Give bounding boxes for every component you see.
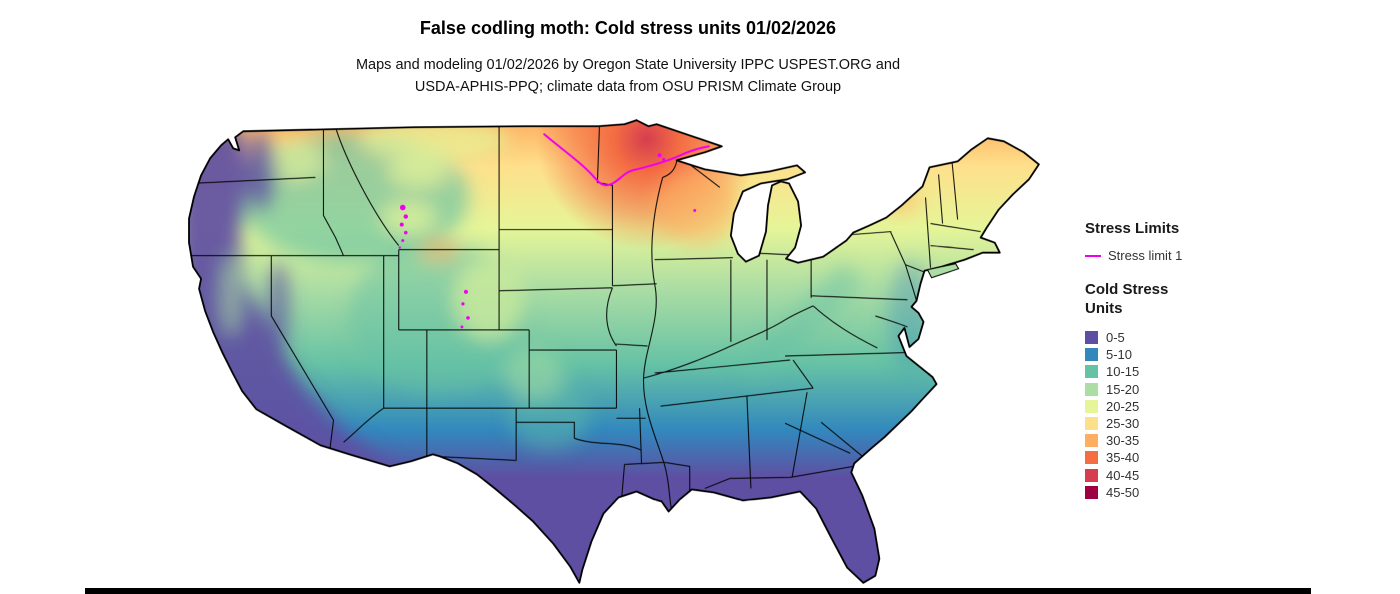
overlay-columbia-basin — [267, 139, 324, 180]
legend-class-label: 30-35 — [1106, 433, 1140, 449]
legend-swatch — [1085, 434, 1098, 448]
legend-classes: 0-5 5-10 10-15 15-20 20-25 25-30 30-35 — [1085, 329, 1255, 501]
us-cold-stress-map — [188, 119, 1040, 584]
legend-class-row: 15-20 — [1085, 381, 1255, 398]
overlay-high-plains — [453, 259, 525, 340]
legend: Stress Limits Stress limit 1 Cold Stress… — [1085, 220, 1255, 501]
legend-swatch — [1085, 331, 1098, 345]
terrain-overlays — [189, 120, 933, 511]
page-title: False codling moth: Cold stress units 01… — [419, 18, 837, 38]
overlay-sierra-nevada — [267, 261, 290, 359]
legend-class-label: 5-10 — [1106, 347, 1133, 363]
legend-class-row: 25-30 — [1085, 415, 1255, 432]
overlay-adirondacks — [882, 185, 919, 214]
legend-class-row: 35-40 — [1085, 449, 1255, 466]
legend-class-row: 45-50 — [1085, 484, 1255, 501]
overlay-central-valley — [221, 254, 242, 335]
legend-swatch — [1085, 417, 1098, 431]
long-island — [926, 263, 960, 279]
legend-class-row: 30-35 — [1085, 432, 1255, 449]
overlay-west-kansas — [504, 349, 565, 401]
overlay-montana-valleys — [388, 155, 449, 188]
legend-class-row: 10-15 — [1085, 363, 1255, 380]
legend-class-label: 35-40 — [1106, 450, 1140, 466]
stress-limit-1-markers — [398, 153, 697, 329]
legend-class-label: 45-50 — [1106, 484, 1140, 500]
legend-swatch — [1085, 348, 1098, 362]
overlay-appalachians — [735, 261, 865, 384]
subtitle-line-2: USDA-APHIS-PPQ; climate data from OSU PR… — [414, 79, 842, 95]
legend-class-label: 0-5 — [1106, 330, 1125, 346]
legend-swatch — [1085, 382, 1098, 396]
overlay-wisconsin — [654, 171, 739, 244]
legend-class-row: 0-5 — [1085, 329, 1255, 346]
cold-stress-units-title: Cold Stress Units — [1085, 280, 1255, 318]
cold-stress-units-title-line-1: Cold Stress — [1085, 281, 1169, 298]
raster-minnesota-hotspot — [524, 120, 775, 270]
overlay-snake-river-plain — [382, 201, 435, 234]
cold-stress-units-title-line-2: Units — [1085, 300, 1123, 317]
overlay-cascades — [247, 131, 276, 212]
legend-swatch — [1085, 365, 1098, 379]
stress-limits-title: Stress Limits — [1085, 220, 1180, 237]
legend-swatch — [1085, 399, 1098, 413]
legend-class-label: 10-15 — [1106, 364, 1140, 380]
legend-swatch — [1085, 451, 1098, 465]
legend-swatch — [1085, 485, 1098, 499]
legend-class-row: 20-25 — [1085, 398, 1255, 415]
stress-limit-line-swatch — [1085, 254, 1101, 257]
bottom-bar — [85, 588, 1311, 594]
cold-stress-raster — [189, 120, 1039, 583]
page-subtitle: Maps and modeling 01/02/2026 by Oregon S… — [0, 54, 1256, 98]
overlay-montana-north — [358, 120, 510, 162]
legend-class-label: 40-45 — [1106, 467, 1140, 483]
overlay-mid-atlantic-coast — [888, 259, 933, 371]
legend-class-label: 20-25 — [1106, 398, 1140, 414]
legend-class-label: 15-20 — [1106, 381, 1140, 397]
stress-limit-label: Stress limit 1 — [1108, 248, 1183, 263]
state-borders — [189, 127, 981, 511]
stress-limit-1-line — [543, 133, 710, 187]
legend-swatch — [1085, 468, 1098, 482]
legend-class-label: 25-30 — [1106, 416, 1140, 432]
stress-limit-item: Stress limit 1 — [1085, 248, 1255, 263]
legend-class-row: 5-10 — [1085, 346, 1255, 363]
legend-class-row: 40-45 — [1085, 467, 1255, 484]
subtitle-line-1: Maps and modeling 01/02/2026 by Oregon S… — [355, 57, 901, 73]
